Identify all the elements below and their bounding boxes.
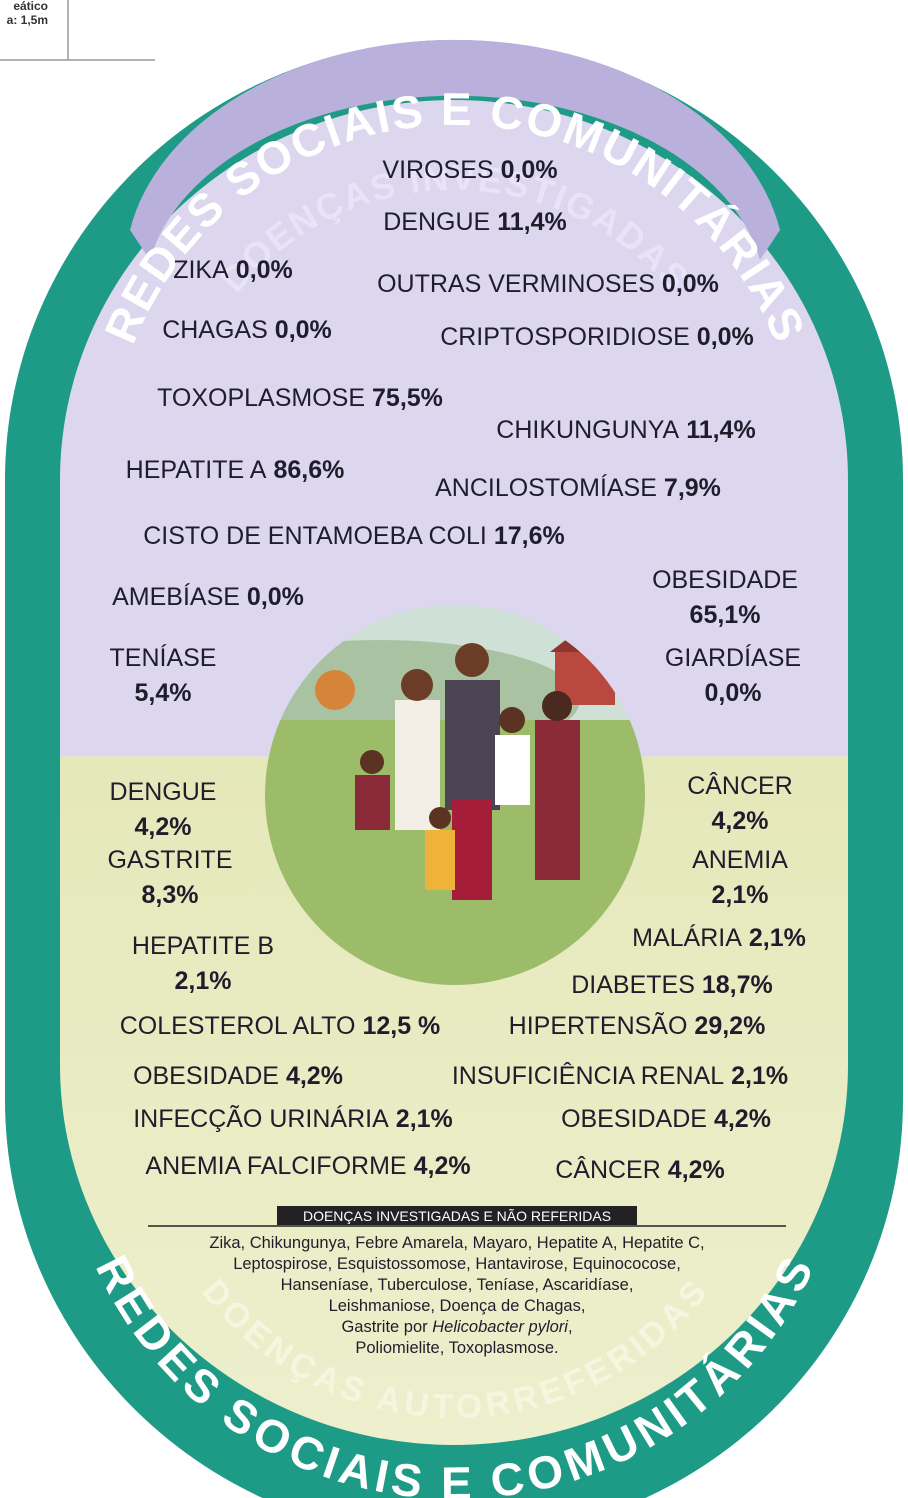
item-value: 86,6% bbox=[273, 456, 344, 484]
list-line: Gastrite por Helicobacter pylori, bbox=[341, 1318, 572, 1336]
item-value: 2,1% bbox=[731, 1062, 788, 1090]
item-name: GIARDÍASE bbox=[665, 643, 801, 672]
item-name: CHIKUNGUNYA bbox=[496, 416, 679, 444]
item-value: 29,2% bbox=[694, 1012, 765, 1040]
item-value: 2,1% bbox=[749, 924, 806, 952]
item-value: 0,0% bbox=[236, 256, 293, 284]
item-value: 2,1% bbox=[712, 881, 769, 909]
item-name: OBESIDADE bbox=[561, 1105, 707, 1133]
item-value: 4,2% bbox=[286, 1062, 343, 1090]
item: VIROSES 0,0% bbox=[382, 156, 557, 184]
item-value: 75,5% bbox=[372, 384, 443, 412]
item-name: AMEBÍASE bbox=[112, 582, 240, 611]
item-name: VIROSES bbox=[382, 156, 493, 184]
item-value: 2,1% bbox=[396, 1105, 453, 1133]
item-name: OUTRAS VERMINOSES bbox=[377, 270, 655, 298]
item-value: 4,2% bbox=[712, 807, 769, 835]
item-value: 0,0% bbox=[275, 316, 332, 344]
item-value: 11,4% bbox=[686, 416, 756, 444]
item-name: ANEMIA bbox=[692, 846, 788, 874]
item-name: DENGUE bbox=[110, 778, 217, 806]
list-text: Gastrite por bbox=[341, 1318, 432, 1336]
item-name: CÂNCER bbox=[687, 771, 793, 800]
item-value: 0,0% bbox=[705, 679, 762, 707]
item-name: HIPERTENSÃO bbox=[509, 1011, 688, 1040]
list-line: Zika, Chikungunya, Febre Amarela, Mayaro… bbox=[209, 1234, 704, 1252]
item-name: OBESIDADE bbox=[133, 1062, 279, 1090]
item-value: 0,0% bbox=[501, 156, 558, 184]
list-line: Leptospirose, Esquistossomose, Hantaviro… bbox=[233, 1255, 681, 1273]
list-text: , bbox=[568, 1318, 573, 1336]
item-name: CÂNCER bbox=[555, 1155, 661, 1184]
item-value: 5,4% bbox=[135, 679, 192, 707]
infographic: eático a: 1,5m REDES SOCIAIS E COMUNITÁR… bbox=[0, 0, 908, 1498]
item-name: OBESIDADE bbox=[652, 566, 798, 594]
item-name: TOXOPLASMOSE bbox=[157, 384, 365, 412]
item-name: CHAGAS bbox=[162, 316, 268, 344]
item-name: HEPATITE B bbox=[132, 932, 274, 960]
item-value: 11,4% bbox=[497, 208, 567, 236]
corner-text: eático bbox=[13, 0, 48, 13]
item-value: 0,0% bbox=[247, 583, 304, 611]
item-value: 17,6% bbox=[494, 522, 565, 550]
item-value: 8,3% bbox=[142, 881, 199, 909]
item-value: 4,2% bbox=[414, 1152, 471, 1180]
list-line: Poliomielite, Toxoplasmose. bbox=[355, 1339, 558, 1357]
item-name: ZIKA bbox=[173, 256, 229, 284]
item-name: CRIPTOSPORIDIOSE bbox=[440, 323, 690, 351]
item-name: ANEMIA FALCIFORME bbox=[145, 1152, 406, 1180]
item-value: 4,2% bbox=[714, 1105, 771, 1133]
item: ANEMIA FALCIFORME 4,2% bbox=[145, 1152, 470, 1180]
item-name: ANCILOSTOMÍASE bbox=[435, 473, 657, 502]
list-line: Leishmaniose, Doença de Chagas, bbox=[329, 1297, 586, 1315]
item-value: 0,0% bbox=[697, 323, 754, 351]
item-value: 2,1% bbox=[175, 967, 232, 995]
list-line: Hanseníase, Tuberculose, Teníase, Ascari… bbox=[281, 1276, 634, 1294]
item-value: 0,0% bbox=[662, 270, 719, 298]
item-name: INSUFICIÊNCIA RENAL bbox=[452, 1061, 724, 1090]
item-value: 18,7% bbox=[702, 971, 773, 999]
item-name: COLESTEROL ALTO bbox=[120, 1012, 356, 1040]
corner-text: a: 1,5m bbox=[7, 13, 48, 27]
item-name: DENGUE bbox=[383, 208, 490, 236]
item-name: MALÁRIA bbox=[632, 923, 742, 952]
item-name: CISTO DE ENTAMOEBA COLI bbox=[143, 522, 487, 550]
item-name: TENÍASE bbox=[110, 643, 217, 672]
item-name: DIABETES bbox=[571, 971, 695, 999]
item-value: 65,1% bbox=[690, 601, 761, 629]
item-name: HEPATITE A bbox=[126, 456, 267, 484]
item-value: 12,5 % bbox=[362, 1012, 440, 1040]
item-value: 4,2% bbox=[668, 1156, 725, 1184]
item-name: INFECÇÃO URINÁRIA bbox=[133, 1104, 389, 1133]
item-value: 4,2% bbox=[135, 813, 192, 841]
item-name: GASTRITE bbox=[107, 846, 232, 874]
list-italic: Helicobacter pylori bbox=[432, 1318, 569, 1336]
item-value: 7,9% bbox=[664, 474, 721, 502]
box-label: DOENÇAS INVESTIGADAS E NÃO REFERIDAS bbox=[303, 1208, 611, 1224]
page: {"corner":{"line1":"eático","line2":"a: … bbox=[0, 0, 908, 1498]
